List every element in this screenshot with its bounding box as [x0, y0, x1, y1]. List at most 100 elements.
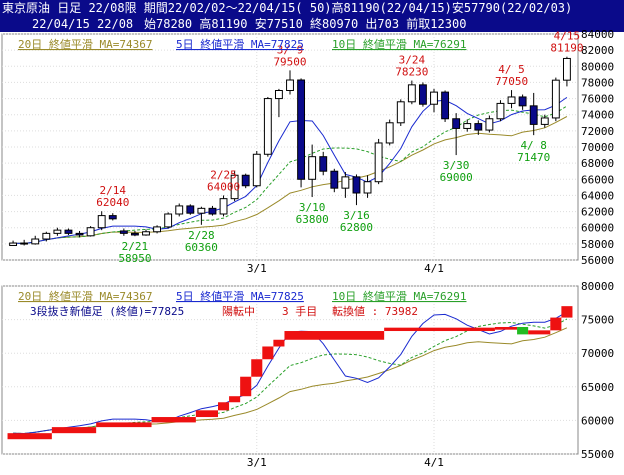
peak-date-label: 3/24	[399, 54, 426, 67]
candle	[186, 204, 195, 215]
candle-body	[42, 232, 51, 240]
candle	[274, 88, 283, 118]
candle	[341, 172, 350, 198]
candle	[485, 115, 494, 133]
candle-body	[175, 205, 184, 215]
candle	[164, 212, 173, 229]
sanbon-tick-label: 60000	[581, 414, 614, 427]
candle	[64, 228, 73, 235]
candle	[130, 230, 139, 237]
trough-price-label: 69000	[440, 171, 473, 184]
sanbon-tick-label: 55000	[581, 448, 614, 461]
candle-body	[164, 213, 173, 228]
candle	[9, 240, 18, 246]
candle-body	[551, 79, 560, 119]
price-tick-label: 64000	[581, 189, 614, 202]
sanbon-block	[273, 339, 285, 347]
candle	[496, 100, 505, 122]
price-tick-label: 62000	[581, 206, 614, 219]
candle	[86, 226, 95, 237]
candle	[562, 56, 571, 87]
sanbon-block	[284, 331, 385, 340]
candle	[42, 231, 51, 242]
sanbon-date-label: 4/1	[424, 456, 444, 469]
sanbon-block	[229, 396, 241, 403]
price-tick-label: 74000	[581, 109, 614, 122]
candle	[396, 99, 405, 127]
peak-price-label: 77050	[495, 75, 528, 88]
candle-body	[142, 231, 150, 236]
candle-body	[352, 176, 361, 194]
sanbon-block	[494, 326, 518, 330]
candle	[551, 77, 560, 122]
candle-body	[485, 118, 494, 131]
trough-price-label: 62800	[340, 221, 373, 234]
candle	[75, 230, 84, 238]
candle-body	[153, 226, 162, 233]
legend-ma20: 20日 終値平滑 MA=74367	[18, 37, 152, 51]
candle	[197, 206, 206, 225]
sanbon-tick-label: 75000	[581, 314, 614, 327]
price-tick-label: 60000	[581, 222, 614, 235]
candle	[119, 228, 128, 236]
candle	[540, 114, 549, 128]
header-ohlc: 始78280 高81190 安77510 終80970 出703 前取12300	[144, 17, 467, 31]
trough-date-label: 3/10	[299, 201, 326, 214]
sanbon-block	[51, 427, 97, 434]
candle	[252, 151, 261, 188]
candle	[374, 138, 383, 185]
peak-price-label: 78230	[395, 66, 428, 79]
sanbon-step-label: 3 手目	[282, 304, 317, 318]
peak-price-label: 79500	[273, 55, 306, 68]
legend-ma5: 5日 終値平滑 MA=77825	[176, 37, 304, 51]
candle	[507, 90, 516, 109]
candle	[529, 92, 538, 136]
candle	[153, 225, 162, 234]
price-tick-label: 82000	[581, 44, 614, 57]
sanbon-block	[550, 317, 562, 331]
peak-date-label: 3/ 9	[277, 43, 304, 56]
candle-body	[186, 205, 195, 214]
candle-body	[252, 153, 261, 187]
sanbon-tick-label: 80000	[581, 280, 614, 293]
header-ohlc-bar: 22/04/15 22/08 始78280 高81190 安77510 終809…	[0, 16, 624, 32]
candle	[441, 90, 450, 122]
candle	[418, 82, 427, 107]
peak-price-label: 62040	[96, 196, 129, 209]
trough-price-label: 58950	[118, 252, 151, 265]
candle	[219, 195, 228, 217]
header-title: 東京原油 日足 22/08限 期間22/02/02～22/04/15( 50)高…	[2, 1, 573, 15]
candle	[97, 211, 106, 231]
candle	[31, 235, 40, 245]
price-tick-label: 56000	[581, 254, 614, 267]
candle-body	[286, 79, 294, 91]
candle	[352, 174, 361, 206]
candle	[108, 213, 117, 221]
candle-body	[86, 227, 95, 237]
trough-date-label: 3/30	[443, 159, 470, 172]
sanbon-tick-label: 65000	[581, 381, 614, 394]
price-tick-label: 80000	[581, 60, 614, 73]
peak-date-label: 4/15	[554, 30, 581, 43]
candle-body	[230, 174, 239, 200]
sanbon-block	[240, 376, 252, 397]
candle-body	[529, 105, 538, 125]
candle-body	[274, 90, 283, 100]
candle-body	[197, 207, 206, 214]
candle-body	[53, 229, 62, 234]
candle-body	[20, 242, 29, 245]
header-bar: 東京原油 日足 22/08限 期間22/02/02～22/04/15( 50)高…	[0, 0, 624, 16]
candle	[297, 78, 306, 188]
candle-body	[496, 102, 505, 120]
sanbon-block	[517, 326, 529, 335]
peak-date-label: 2/25	[210, 168, 237, 181]
candle-body	[97, 215, 106, 229]
candle	[230, 171, 239, 202]
candle-body	[119, 230, 128, 234]
sanbon-reversal-label: 転換値 : 73982	[332, 305, 418, 318]
candle	[53, 227, 62, 236]
trough-date-label: 4/ 8	[520, 139, 547, 152]
price-tick-label: 84000	[581, 28, 614, 41]
sanbon-legend-ma10: 10日 終値平滑 MA=76291	[332, 289, 466, 303]
